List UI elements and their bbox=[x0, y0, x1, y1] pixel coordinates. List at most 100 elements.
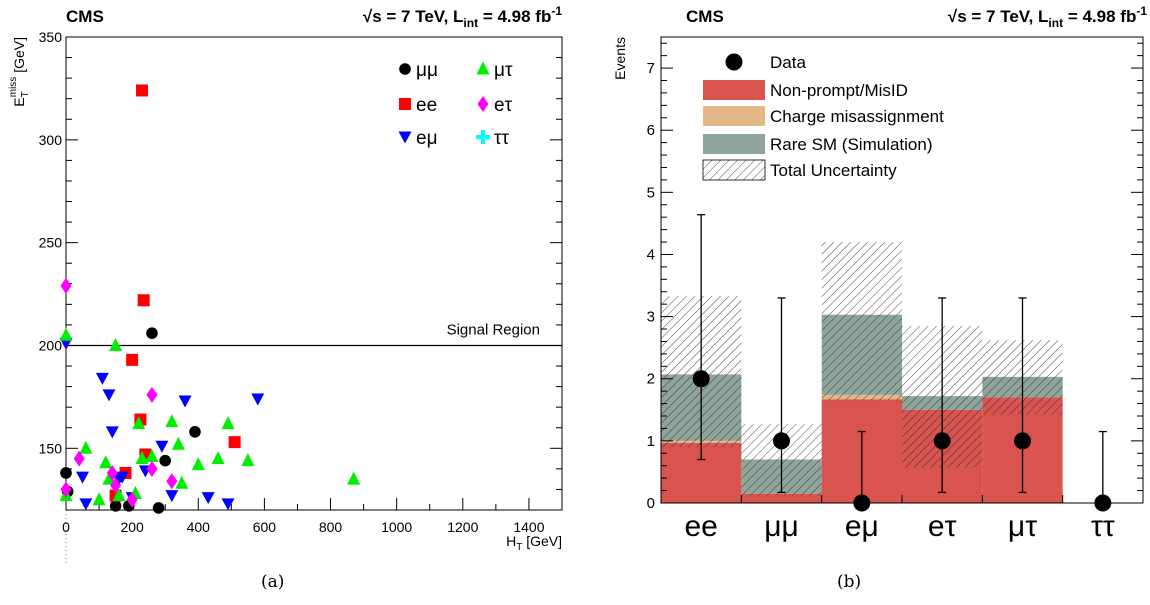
legend-swatch bbox=[703, 134, 765, 154]
y-axis-label: ETmiss [GeV] bbox=[8, 37, 31, 107]
cross-bar-v bbox=[481, 130, 485, 144]
y-tick-label: 250 bbox=[39, 235, 63, 251]
y-tick-label: 200 bbox=[39, 337, 63, 353]
y-tick-label: 1 bbox=[647, 433, 655, 450]
data-point-square bbox=[126, 353, 139, 366]
header-left: CMS bbox=[66, 7, 104, 26]
data-point-tri-up bbox=[221, 416, 235, 430]
data-point-tri-down bbox=[165, 490, 179, 503]
plot-frame bbox=[65, 36, 563, 511]
y-tick-label: 300 bbox=[39, 132, 63, 148]
legend-marker bbox=[399, 98, 411, 110]
y-tick-label: 350 bbox=[39, 29, 63, 45]
data-point-diamond bbox=[166, 473, 178, 490]
data-point-diamond bbox=[73, 450, 85, 467]
data-point-tri-up bbox=[191, 457, 205, 471]
caption-a: (a) bbox=[261, 572, 285, 592]
x-tick-label: 1400 bbox=[513, 519, 544, 535]
legend-label: Data bbox=[770, 53, 806, 72]
data-point-tri-down bbox=[115, 471, 129, 484]
data-point-diamond bbox=[146, 386, 158, 403]
data-point-tri-up bbox=[132, 416, 146, 430]
header-right: √s = 7 TeV, Lint = 4.98 fb-1 bbox=[363, 4, 562, 30]
y-tick-label: 4 bbox=[647, 246, 655, 263]
y-tick-label: 2 bbox=[647, 371, 655, 388]
data-point-tri-down bbox=[201, 492, 215, 505]
data-point-tri-up bbox=[135, 451, 149, 465]
x-category-label: ee bbox=[684, 510, 717, 543]
y-tick-label: 0 bbox=[647, 495, 655, 512]
y-tick-label: 7 bbox=[647, 60, 655, 77]
x-tick-label: 0 bbox=[62, 519, 70, 535]
x-tick-label: 1200 bbox=[447, 519, 478, 535]
y-tick-label: 3 bbox=[647, 309, 655, 326]
legend-marker-data bbox=[725, 53, 743, 71]
legend-label: eμ bbox=[416, 128, 438, 149]
data-point-tri-down bbox=[95, 372, 109, 385]
x-category-label: μτ bbox=[1008, 510, 1037, 543]
data-point-tri-up bbox=[175, 475, 189, 489]
x-tick-label: 800 bbox=[319, 519, 343, 535]
data-point-circle bbox=[152, 502, 165, 514]
data-point bbox=[933, 432, 951, 450]
x-axis-label: HT [GeV] bbox=[506, 533, 562, 553]
data-point-tri-up bbox=[241, 453, 255, 467]
header-left: CMS bbox=[686, 7, 724, 26]
legend-label: ee bbox=[416, 95, 437, 116]
data-point-circle bbox=[60, 467, 72, 479]
data-point-tri-down bbox=[155, 440, 169, 453]
legend-marker bbox=[399, 63, 411, 75]
data-point-tri-up bbox=[112, 488, 126, 502]
x-tick-label: 400 bbox=[187, 519, 211, 535]
x-tick-label: 1000 bbox=[381, 519, 412, 535]
y-axis-label: Events bbox=[612, 37, 628, 80]
data-point-tri-up bbox=[347, 471, 361, 485]
data-point-tri-down bbox=[102, 389, 116, 402]
legend-label: μτ bbox=[494, 60, 513, 81]
data-point-tri-up bbox=[165, 414, 179, 428]
events-per-channel-bar-chart: CMS √s = 7 TeV, Lint = 4.98 fb-1 0 1 2 3 4 5 6 7 E… bbox=[612, 4, 1147, 543]
legend-label: Charge misassignment bbox=[770, 107, 944, 126]
data-point-circle bbox=[146, 327, 158, 339]
x-category-label: eμ bbox=[845, 510, 879, 543]
legend-marker bbox=[398, 131, 412, 144]
legend-label: Non-prompt/MisID bbox=[770, 81, 908, 100]
legend-label: ττ bbox=[494, 128, 510, 149]
data-point-tri-up bbox=[171, 436, 185, 450]
legend-marker bbox=[476, 130, 490, 144]
data-point-circle bbox=[159, 454, 171, 467]
data-point-tri-down bbox=[105, 426, 119, 439]
data-point bbox=[853, 494, 871, 512]
data-point bbox=[1094, 494, 1112, 512]
x-tick-label: 600 bbox=[253, 519, 277, 535]
legend-marker bbox=[477, 96, 489, 112]
legend-swatch-uncertainty bbox=[702, 159, 766, 181]
data-point-square bbox=[228, 436, 241, 449]
data-point-diamond bbox=[106, 464, 118, 481]
data-point-square bbox=[137, 294, 150, 307]
met-vs-ht-scatter-chart: CMS √s = 7 TeV, Lint = 4.98 fb-1 0 200 400 60… bbox=[8, 4, 563, 565]
data-point-diamond bbox=[60, 277, 72, 294]
x-category-label: eτ bbox=[928, 510, 957, 543]
data-point-tri-up bbox=[99, 455, 113, 469]
y-tick-label: 5 bbox=[647, 184, 655, 201]
x-category-label: ττ bbox=[1091, 510, 1115, 543]
data-point-circle bbox=[109, 500, 122, 512]
data-point-tri-up bbox=[92, 492, 106, 506]
data-point-diamond bbox=[110, 477, 122, 494]
x-tick-label: 200 bbox=[120, 519, 144, 535]
legend-marker bbox=[476, 61, 490, 75]
uncertainty-band bbox=[821, 242, 902, 401]
data-point-tri-up bbox=[109, 337, 123, 351]
legend-label: Rare SM (Simulation) bbox=[770, 135, 933, 154]
header-right: √s = 7 TeV, Lint = 4.98 fb-1 bbox=[948, 4, 1147, 30]
data-point-tri-up bbox=[145, 449, 159, 463]
data-point-diamond bbox=[146, 460, 158, 477]
data-point-tri-down bbox=[76, 471, 90, 484]
data-point-tri-up bbox=[102, 471, 116, 485]
data-point-diamond bbox=[126, 491, 138, 508]
data-point-diamond bbox=[60, 481, 72, 498]
bar-segment bbox=[741, 493, 822, 503]
data-point-tri-down bbox=[221, 498, 235, 511]
y-tick-label: 150 bbox=[39, 440, 63, 456]
